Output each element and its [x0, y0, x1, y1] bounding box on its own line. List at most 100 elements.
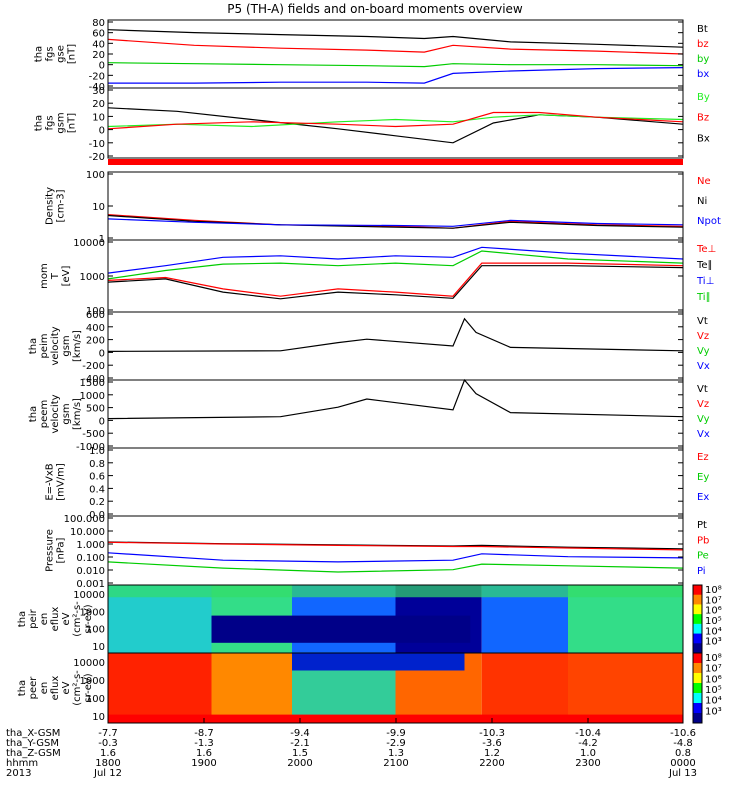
temperature-tick-label: 1000: [80, 272, 105, 283]
efield-legend-label: Ex: [697, 492, 709, 503]
ion-spectrogram-colorbar-swatch: [693, 633, 702, 644]
xaxis-value: 2000: [287, 758, 312, 769]
fgs-btot-tick-label: -40: [89, 82, 105, 93]
xaxis-value: -1.3: [194, 738, 214, 749]
fgs-gsm-tick-label: -10: [89, 139, 105, 150]
xaxis-value: -2.9: [386, 738, 406, 749]
ion-velocity-legend-label: Vz: [697, 331, 709, 342]
temperature-series-line: [107, 262, 684, 297]
ion-spectrogram-colorbar-swatch: [693, 614, 702, 625]
electron-velocity-series-line: [107, 378, 684, 420]
fgs-btot-legend-label: bz: [697, 39, 709, 50]
xaxis-value: -10.3: [479, 728, 505, 739]
density-legend-label: Ne: [697, 176, 711, 187]
density-legend-label: Npot: [697, 216, 721, 227]
fgs-btot-tick-label: 20: [92, 50, 105, 61]
xaxis-value: 1.2: [484, 748, 500, 759]
electron-spectrogram-colorbar-label: 10³: [705, 706, 722, 717]
ion-spectrogram-ylabel: eV: [61, 612, 72, 625]
fgs-gsm-legend-label: By: [697, 92, 710, 103]
fgs-btot-ylabel: [nT]: [67, 44, 78, 64]
xaxis-row-label: 2013: [6, 768, 31, 779]
xaxis-value: 1900: [191, 758, 216, 769]
electron-spectrogram-colorbar-swatch: [693, 703, 702, 714]
pressure-tick-label: 100.000: [64, 514, 105, 525]
ion-spectrogram-colorbar-label: 10³: [705, 637, 722, 648]
xaxis-value: 1.6: [100, 748, 116, 759]
electron-spectrogram-cell: [108, 653, 212, 723]
xaxis-row-label: tha_Y-GSM: [6, 738, 59, 749]
xaxis-value: 1800: [95, 758, 120, 769]
pressure-series-line: [107, 541, 684, 551]
ion-spectrogram-colorbar-swatch: [693, 604, 702, 615]
ion-velocity-frame: [107, 311, 684, 381]
xaxis-value: -10.6: [670, 728, 696, 739]
fgs-btot-ylabel: tha: [34, 46, 45, 62]
electron-velocity-tick-label: 500: [86, 404, 105, 415]
fgs-btot-series-line: [107, 29, 684, 48]
density-ylabel: [cm-3]: [56, 189, 67, 222]
efield-ylabel: E=-VxB: [45, 463, 56, 500]
ion-velocity-legend-label: Vy: [697, 346, 710, 357]
xaxis-value: Jul 13: [668, 768, 697, 779]
efield-legend-label: Ez: [697, 452, 709, 463]
electron-spectrogram-colorbar-label: 10⁵: [705, 685, 722, 696]
fgs-gsm-legend-label: Bz: [697, 113, 709, 124]
pressure-tick-label: 1.000: [76, 540, 105, 551]
density-series-line: [107, 214, 684, 229]
temperature-ylabel: [eV]: [61, 266, 72, 287]
ion-spectrogram-colorbar-label: 10⁸: [705, 585, 722, 596]
temperature-tick-label: 10000: [73, 238, 105, 249]
efield-tick-label: 0.6: [89, 472, 105, 483]
temperature-ylabel: mom: [39, 263, 50, 289]
ion-spectrogram-tick-label: 100: [86, 625, 105, 636]
ion-spectrogram-ylabel: (cm²-s-: [72, 601, 83, 637]
electron-velocity-ylabel: velocity: [50, 394, 61, 433]
fgs-btot-legend-label: Bt: [697, 24, 708, 35]
xaxis-row-label: tha_X-GSM: [6, 728, 60, 739]
pressure-legend-label: Pb: [697, 535, 709, 546]
density-frame: [107, 171, 684, 241]
electron-spectrogram-colorbar-label: 10⁶: [705, 674, 722, 685]
electron-spectrogram-ylabel: (cm²-s-: [72, 670, 83, 706]
efield-tick-label: 1.0: [89, 446, 105, 457]
ion-velocity-tick-label: 200: [86, 336, 105, 347]
ion-velocity-tick-label: 0: [99, 348, 105, 359]
ion-spectrogram-colorbar-label: 10⁷: [705, 595, 722, 606]
density-tick-label: 1: [99, 234, 105, 245]
electron-velocity-ylabel: tha: [28, 406, 39, 422]
ion-spectrogram-tick-label: 10: [92, 642, 105, 653]
ion-spectrogram-ylabel: tha: [17, 611, 28, 627]
electron-spectrogram-cell: [481, 653, 568, 723]
ion-velocity-ylabel: velocity: [50, 326, 61, 365]
electron-spectrogram-ylabel: eV: [61, 681, 72, 694]
ion-velocity-tick-label: 600: [86, 310, 105, 321]
fgs-gsm-tick-label: 30: [92, 86, 105, 97]
electron-spectrogram-colorbar-frame: [692, 652, 703, 724]
flag-band: [108, 159, 683, 165]
efield-tick-label: 0.8: [89, 459, 105, 470]
pressure-legend-label: Pe: [697, 551, 709, 562]
temperature-legend-label: Ti⊥: [696, 276, 714, 287]
ion-velocity-legend-label: Vt: [697, 316, 708, 327]
xaxis-value: -4.2: [578, 738, 598, 749]
xaxis-value: -4.8: [673, 738, 693, 749]
pressure-ylabel: Pressure: [45, 529, 56, 572]
electron-velocity-legend-label: Vz: [697, 399, 709, 410]
efield-tick-label: 0.2: [89, 497, 105, 508]
fgs-btot-tick-label: 40: [92, 39, 105, 50]
electron-spectrogram-colorbar-swatch: [693, 663, 702, 674]
xaxis-value: -8.7: [194, 728, 214, 739]
temperature-legend-label: Ti∥: [696, 292, 711, 303]
electron-velocity-tick-label: 1000: [80, 391, 105, 402]
xaxis-value: 1.0: [580, 748, 596, 759]
electron-spectrogram-ylabel: tha: [17, 680, 28, 696]
ion-spectrogram-colorbar-label: 10⁵: [705, 616, 722, 627]
fgs-btot-tick-label: -20: [89, 71, 105, 82]
efield-frame: [107, 447, 684, 517]
electron-velocity-ylabel: peem: [39, 400, 50, 428]
fgs-gsm-tick-label: 0: [99, 126, 105, 137]
ion-spectrogram-colorbar-label: 10⁴: [705, 626, 722, 637]
temperature-ylabel: T: [50, 272, 61, 280]
